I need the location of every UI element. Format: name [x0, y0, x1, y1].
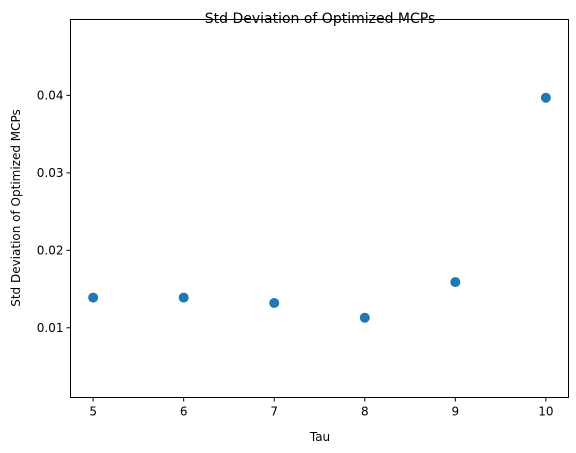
data-point — [269, 298, 280, 308]
x-tick-label: 8 — [361, 405, 369, 419]
x-tick-label: 10 — [538, 405, 553, 419]
data-point — [540, 92, 551, 103]
data-point — [88, 292, 99, 303]
y-tick-label: 0.02 — [37, 243, 64, 257]
y-axis-ticks: 0.01 0.02 0.03 0.04 — [37, 88, 71, 335]
x-axis-ticks: 5 6 7 8 9 10 — [89, 397, 554, 419]
x-tick-label: 9 — [451, 405, 459, 419]
y-tick-label: 0.03 — [37, 166, 64, 180]
y-tick-label: 0.01 — [37, 321, 64, 335]
y-tick-label: 0.04 — [37, 88, 64, 102]
plot-frame — [70, 19, 569, 398]
x-tick-label: 7 — [270, 405, 278, 419]
data-point — [450, 277, 461, 288]
data-point — [359, 312, 370, 323]
data-point — [178, 292, 189, 303]
y-axis-label: Std Deviation of Optimized MCPs — [9, 109, 23, 307]
x-tick-label: 5 — [89, 405, 97, 419]
x-tick-label: 6 — [180, 405, 188, 419]
x-axis-label: Tau — [309, 430, 330, 444]
data-points — [88, 92, 551, 323]
